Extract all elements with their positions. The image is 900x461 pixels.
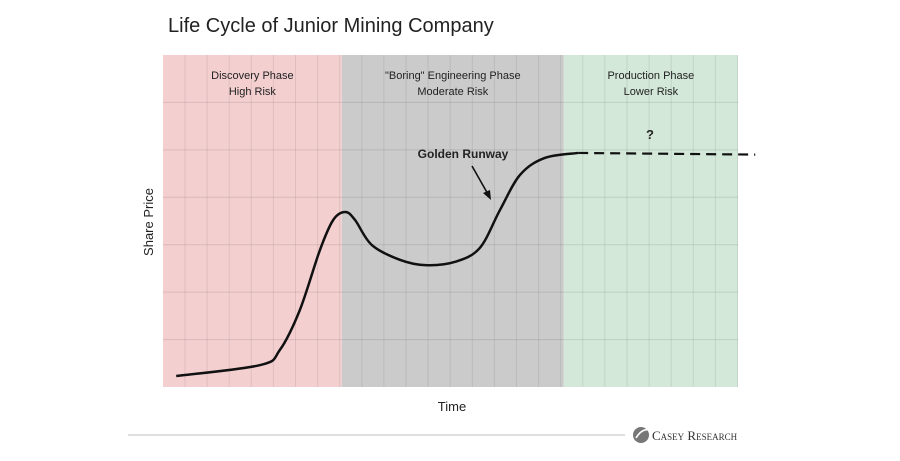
y-axis-label: Share Price — [141, 188, 156, 256]
phase-name-label: Discovery Phase — [211, 70, 294, 82]
phase-region-1 — [341, 55, 564, 387]
question-mark-label: ? — [646, 127, 654, 142]
golden-runway-label: Golden Runway — [418, 147, 509, 161]
arrow-icon — [471, 165, 491, 200]
brand-name: Casey Research — [652, 428, 738, 443]
phase-name-label: Production Phase — [607, 70, 694, 82]
x-axis-label: Time — [438, 399, 466, 414]
phase-risk-label: Moderate Risk — [417, 86, 488, 98]
chart-title: Life Cycle of Junior Mining Company — [168, 15, 494, 37]
phase-region-2 — [563, 55, 738, 387]
phase-risk-label: Lower Risk — [624, 86, 679, 98]
projected-line — [578, 151, 756, 156]
phase-name-label: "Boring" Engineering Phase — [385, 70, 521, 82]
phase-region-0 — [163, 55, 342, 387]
casey-research-logo-icon — [633, 427, 651, 443]
share-price-line — [176, 151, 579, 378]
phase-risk-label: High Risk — [229, 86, 277, 98]
